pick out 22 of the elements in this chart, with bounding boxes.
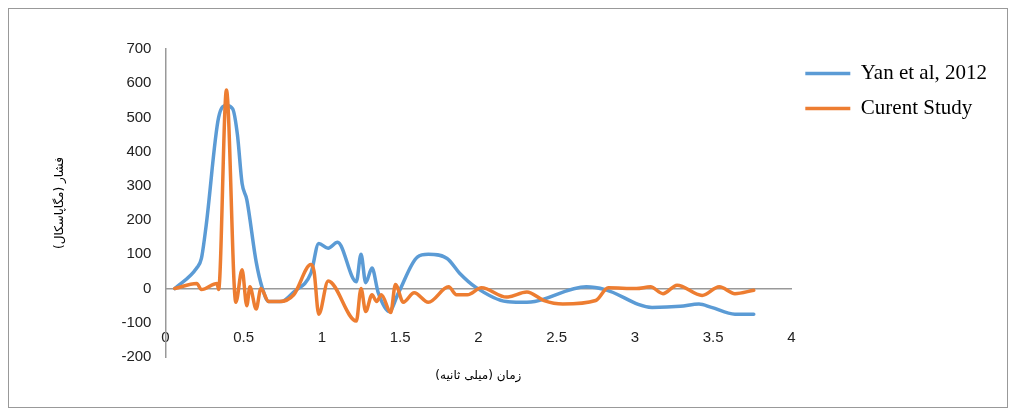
- y-tick-label: -200: [121, 347, 152, 365]
- x-axis-title: زمان (میلی ثانیه): [435, 368, 522, 383]
- y-tick-label: 700: [126, 39, 152, 57]
- y-tick-label: 600: [126, 73, 152, 91]
- y-tick-label: 400: [126, 141, 152, 159]
- x-tick-label: 2.5: [546, 327, 568, 345]
- y-tick-label: 100: [126, 244, 152, 262]
- x-tick-label: 1.5: [389, 327, 411, 345]
- x-tick-label: 1: [317, 327, 327, 345]
- x-tick-label: 3: [630, 327, 640, 345]
- x-tick-label: 2: [474, 327, 483, 345]
- y-axis-title: فشار (مگاپاسکال): [52, 157, 68, 249]
- y-tick-label: 300: [126, 176, 152, 194]
- x-tick-label: 3.5: [702, 327, 724, 345]
- y-tick-label: -100: [121, 312, 152, 330]
- y-tick-label: 200: [126, 210, 152, 228]
- y-tick-label: 0: [143, 278, 152, 296]
- x-tick-label: 0.5: [233, 327, 255, 345]
- legend-label: Curent Study: [860, 95, 973, 120]
- y-tick-label: 500: [126, 107, 152, 125]
- legend-label: Yan et al, 2012: [860, 60, 988, 85]
- x-tick-label: 4: [787, 327, 796, 345]
